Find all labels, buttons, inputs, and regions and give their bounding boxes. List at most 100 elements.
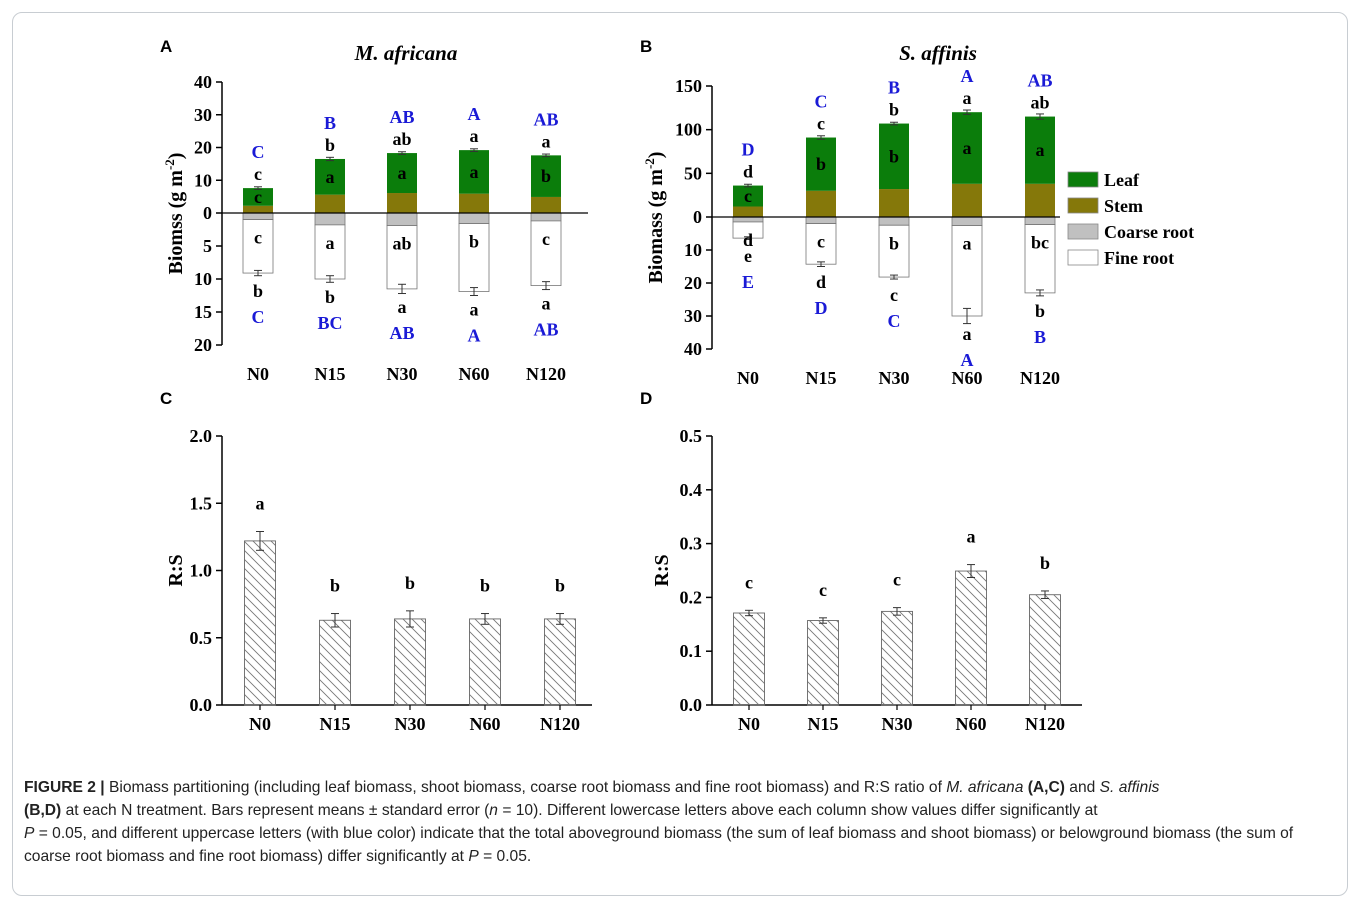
letter-upper-above: A [961,66,974,86]
bar-stem [531,196,561,213]
letter-upper-below: C [888,311,901,331]
y-tick-label: 10 [194,170,212,190]
bar-stem [879,189,909,217]
chart-title: S. affinis [899,41,977,65]
bar-fine-root [386,225,418,290]
bar-leaf [733,185,763,207]
letter-upper-below: B [1034,327,1046,347]
bar [319,619,351,706]
x-tick-label: N15 [315,364,346,384]
chart-a: A M. africana 0 10 20 30 40 5 10 15 20 Biomss (g m-… [160,37,588,384]
y-tick-label: 2.0 [190,426,213,446]
letter-upper-below: BC [317,313,342,333]
y-tick-label: 0.5 [190,628,213,648]
y-tick-label: 0.4 [680,480,703,500]
x-tick-label: N60 [956,714,987,734]
y-tick-label: 0 [693,207,702,227]
y-axis-label: Biomss (g m-2) [162,153,187,275]
caption-ref-ac: (A,C) [1027,779,1065,796]
panel-a: A M. africana 0 10 20 30 40 5 10 15 20 Biomss (g m-… [0,0,680,390]
panel-c: C 0.0 0.5 1.0 1.5 2.0 R:S a N0 b N15 b N30 b N60 b N120 [0,0,680,760]
chart-d: D 0.0 0.1 0.2 0.3 0.4 0.5 R:S c N0 c N15 c N30 a N60 b N1… [640,389,1082,734]
y-tick-label: 10 [194,269,212,289]
letter-leaf: a [470,126,479,146]
letter-leaf: a [963,88,972,108]
letter-coarse-root: b [469,232,479,252]
legend-swatch-fine [1067,249,1099,266]
bar-fine-root [314,224,346,280]
letter-coarse-root: a [963,234,972,254]
significance-letter: a [967,527,976,547]
legend-label-coarse: Coarse root [1104,222,1194,242]
legend-swatch-coarse [1067,223,1099,240]
letter-stem: a [326,167,335,187]
letter-coarse-root: c [817,232,825,252]
y-tick-label: 20 [194,335,212,355]
bar [1029,594,1061,706]
letter-upper-above: D [742,140,755,160]
letter-fine-root: b [1035,301,1045,321]
caption-species-1: M. africana [946,779,1024,796]
caption-species-2: S. affinis [1099,779,1160,796]
bar-leaf [315,158,345,195]
y-tick-label: 5 [203,236,212,256]
x-tick-label: N30 [395,714,426,734]
bar-stem [243,205,273,213]
y-tick-label: 40 [194,72,212,92]
chart-c: C 0.0 0.5 1.0 1.5 2.0 R:S a N0 b N15 b N30 b N60 b N120 [160,389,592,734]
letter-leaf: a [542,131,551,151]
letter-coarse-root: bc [1031,233,1049,253]
x-tick-label: N30 [882,714,913,734]
bar-stem [387,193,417,213]
significance-letter: a [256,493,265,513]
bar-stem [459,193,489,213]
letter-fine-root: b [253,281,263,301]
panel-b: B S. affinis 0 50 100 150 10 20 30 40 Biomass (g m… [0,0,1360,390]
letter-coarse-root: c [542,229,550,249]
caption-figure-label: FIGURE 2 | [24,779,105,796]
x-tick-label: N60 [952,368,983,388]
bar-leaf [952,112,982,184]
y-tick-label: 20 [684,273,702,293]
letter-upper-below: AB [533,320,558,340]
bar-stem [806,190,836,217]
caption-text-7: = 0.05. [478,848,532,865]
letter-upper-above: C [815,92,828,112]
letter-upper-below: E [742,272,754,292]
y-tick-label: 30 [194,105,212,125]
caption-p1: P [24,825,35,842]
bar [733,612,765,706]
x-tick-label: N120 [526,364,566,384]
caption-ref-bd: (B,D) [24,802,62,819]
bar-stem [315,194,345,213]
letter-stem: b [541,166,551,186]
y-tick-label: 50 [684,163,702,183]
y-axis-label: Biomass (g m-2) [642,152,667,284]
legend-swatch-stem [1067,197,1099,214]
y-axis-label: R:S [651,554,673,586]
caption-text-6: = 0.05, and different uppercase letters … [24,825,1294,865]
figure-frame [12,12,1348,896]
y-tick-label: 100 [675,120,702,140]
x-tick-label: N60 [470,714,501,734]
bar-leaf [1025,116,1055,184]
x-tick-label: N0 [737,368,759,388]
letter-fine-root: a [963,324,972,344]
x-tick-label: N30 [879,368,910,388]
letter-leaf: c [254,164,262,184]
legend-label-stem: Stem [1104,196,1143,216]
bar-leaf [879,123,909,190]
letter-leaf: c [817,114,825,134]
y-axis-label: R:S [165,554,187,586]
panel-label: A [160,37,172,56]
letter-leaf: b [325,135,335,155]
bar-leaf [459,150,489,194]
x-tick-label: N15 [806,368,837,388]
bar-leaf [387,153,417,194]
significance-letter: c [893,570,901,590]
figure-caption: FIGURE 2 | Biomass partitioning (includi… [24,776,1340,868]
significance-letter: b [555,576,565,596]
legend-swatch-leaf [1067,171,1099,188]
x-tick-label: N0 [247,364,269,384]
y-tick-label: 0.5 [680,426,703,446]
